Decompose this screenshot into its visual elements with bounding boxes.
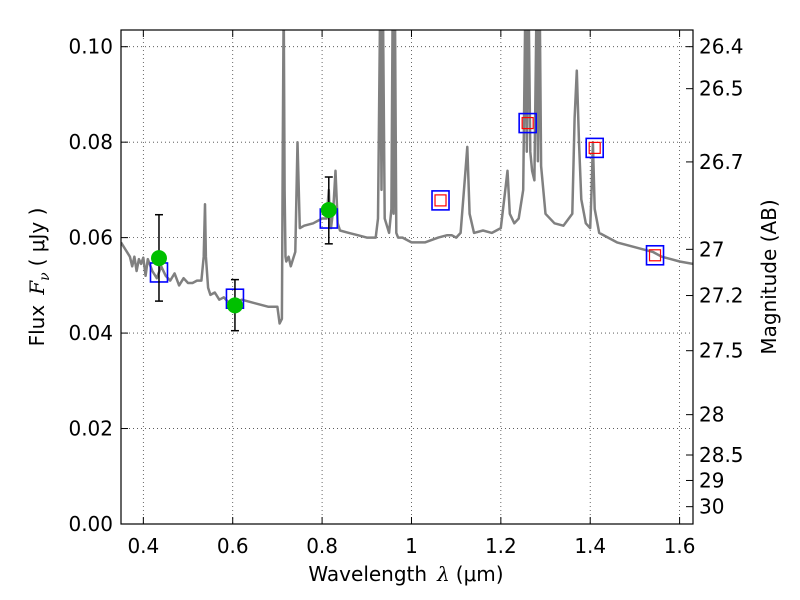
model-photometry-point <box>431 190 450 211</box>
y2-tick-label: 27.5 <box>699 339 744 363</box>
y2-tick-label: 30 <box>699 495 724 519</box>
x-axis-title: Wavelength λ (μm) <box>308 562 503 586</box>
model-photometry-point <box>645 244 665 266</box>
axis-ticks: 0.4 0.6 0.8 1 1.2 1.4 1.6 0.00 0.02 0.04 0.06 0.08 0… <box>68 30 744 558</box>
y2-tick-label: 27 <box>699 237 724 261</box>
y2-tick-label: 26.5 <box>699 77 744 101</box>
x-tick-label: 0.8 <box>306 534 338 558</box>
y2-tick-label: 29 <box>699 468 724 492</box>
spectrum-layer <box>121 30 693 325</box>
observed-photometry-point <box>434 194 447 207</box>
observed-photometry-marker <box>150 250 167 267</box>
y-tick-label: 0.06 <box>68 226 113 250</box>
observed-photometry-marker <box>226 297 243 314</box>
x-tick-label: 1.2 <box>485 534 517 558</box>
y-tick-label: 0.00 <box>68 512 113 536</box>
observed-photometry-point <box>648 249 662 262</box>
observed-photometry-marker <box>320 201 337 218</box>
y2-tick-label: 26.4 <box>699 35 744 59</box>
y2-tick-label: 28 <box>699 403 724 427</box>
x-tick-label: 0.6 <box>217 534 249 558</box>
y2-tick-label: 27.2 <box>699 284 744 308</box>
x-tick-label: 0.4 <box>127 534 159 558</box>
x-tick-label: 1.6 <box>664 534 696 558</box>
observed-photometry-point <box>521 116 534 130</box>
y-tick-label: 0.10 <box>68 35 113 59</box>
observed-photometry-point <box>588 141 601 154</box>
y-tick-label: 0.04 <box>68 321 113 345</box>
y-tick-label: 0.02 <box>68 417 113 441</box>
marker-layer <box>149 112 665 332</box>
model-photometry-point <box>518 112 537 134</box>
y2-tick-label: 26.7 <box>699 150 744 174</box>
y2-tick-label: 28.5 <box>699 443 744 467</box>
plot-frame <box>120 29 694 525</box>
model-photometry-point <box>585 137 604 159</box>
y2-axis-title: Magnitude (AB) <box>757 199 781 354</box>
y-tick-label: 0.08 <box>68 130 113 154</box>
x-tick-label: 1 <box>405 534 418 558</box>
spectrum-line <box>121 30 693 325</box>
x-tick-label: 1.4 <box>574 534 606 558</box>
y-axis-title: FluxFν( μJy ) <box>25 208 53 347</box>
